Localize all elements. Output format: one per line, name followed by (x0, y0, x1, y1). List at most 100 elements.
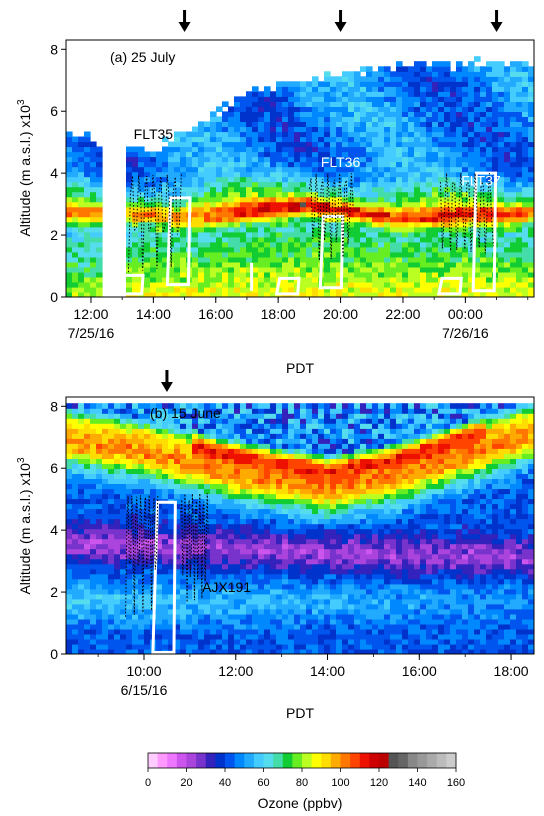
heatmap-cell (132, 644, 139, 650)
heatmap-cell (174, 403, 181, 409)
heatmap-cell (144, 221, 151, 228)
heatmap-cell (234, 498, 241, 505)
heatmap-cell (168, 418, 175, 424)
heatmap-cell (360, 86, 367, 92)
heatmap-cell (90, 528, 97, 535)
heatmap-cell (228, 463, 235, 469)
heatmap-cell (396, 86, 403, 92)
heatmap-cell (366, 151, 373, 158)
heatmap-cell (378, 116, 385, 122)
heatmap-cell (66, 538, 73, 545)
heatmap-cell (414, 191, 421, 198)
heatmap-cell (90, 151, 97, 158)
heatmap-cell (234, 287, 241, 293)
heatmap-cell (432, 282, 439, 288)
heatmap-cell (180, 166, 187, 173)
heatmap-cell (264, 86, 271, 92)
heatmap-cell (126, 528, 133, 535)
heatmap-cell (246, 618, 253, 625)
heatmap-cell (396, 91, 403, 97)
heatmap-cell (240, 191, 247, 198)
heatmap-cell (198, 186, 205, 193)
heatmap-cell (426, 261, 433, 268)
heatmap-cell (168, 508, 175, 515)
heatmap-cell (288, 206, 295, 213)
heatmap-cell (120, 533, 127, 540)
heatmap-cell (414, 256, 421, 263)
heatmap-cell (396, 196, 403, 203)
heatmap-cell (468, 91, 475, 97)
heatmap-cell (186, 408, 193, 414)
heatmap-cell (486, 196, 493, 203)
heatmap-cell (252, 136, 259, 143)
heatmap-cell (156, 276, 163, 283)
heatmap-cell (354, 241, 361, 248)
heatmap-cell (228, 121, 235, 127)
heatmap-cell (378, 76, 385, 82)
heatmap-cell (114, 403, 121, 409)
heatmap-cell (516, 236, 523, 243)
heatmap-cell (228, 221, 235, 228)
heatmap-cell (324, 226, 331, 233)
heatmap-cell (270, 206, 277, 213)
heatmap-cell (156, 628, 163, 635)
heatmap-cell (432, 96, 439, 102)
heatmap-cell (96, 433, 103, 439)
heatmap-cell (264, 196, 271, 203)
heatmap-cell (282, 256, 289, 263)
heatmap-cell (78, 528, 85, 535)
heatmap-cell (78, 428, 85, 434)
heatmap-cell (294, 221, 301, 228)
heatmap-cell (222, 256, 229, 263)
heatmap-cell (66, 146, 73, 153)
heatmap-cell (378, 181, 385, 188)
heatmap-cell (138, 151, 145, 158)
heatmap-cell (384, 166, 391, 173)
heatmap-cell (294, 91, 301, 97)
heatmap-cell (240, 633, 247, 640)
heatmap-cell (282, 221, 289, 228)
heatmap-cell (138, 608, 145, 615)
heatmap-cell (426, 251, 433, 258)
heatmap-cell (234, 201, 241, 208)
heatmap-cell (252, 453, 259, 459)
heatmap-cell (90, 463, 97, 469)
heatmap-cell (450, 121, 457, 127)
heatmap-cell (72, 533, 79, 540)
heatmap-cell (438, 101, 445, 107)
heatmap-cell (264, 568, 271, 575)
heatmap-cell (150, 513, 157, 520)
heatmap-cell (78, 276, 85, 283)
heatmap-cell (234, 488, 241, 495)
heatmap-cell (276, 96, 283, 102)
heatmap-cell (330, 106, 337, 112)
heatmap-cell (432, 171, 439, 178)
heatmap-cell (378, 86, 385, 92)
heatmap-cell (486, 276, 493, 283)
heatmap-cell (450, 256, 457, 263)
heatmap-cell (192, 126, 199, 133)
heatmap-cell (366, 282, 373, 288)
heatmap-cell (288, 251, 295, 258)
heatmap-cell (228, 649, 235, 654)
heatmap-cell (96, 618, 103, 625)
heatmap-cell (246, 588, 253, 595)
heatmap-cell (492, 106, 499, 112)
heatmap-cell (84, 261, 91, 268)
heatmap-cell (396, 131, 403, 138)
heatmap-cell (270, 231, 277, 238)
heatmap-cell (258, 413, 265, 419)
heatmap-cell (66, 151, 73, 158)
heatmap-cell (90, 191, 97, 198)
heatmap-cell (138, 171, 145, 178)
heatmap-cell (282, 161, 289, 168)
heatmap-cell (66, 613, 73, 620)
heatmap-cell (180, 573, 187, 580)
heatmap-cell (288, 488, 295, 495)
heatmap-cell (264, 282, 271, 288)
heatmap-cell (174, 246, 181, 253)
heatmap-cell (126, 623, 133, 630)
heatmap-cell (384, 276, 391, 283)
flight-track (471, 171, 498, 293)
